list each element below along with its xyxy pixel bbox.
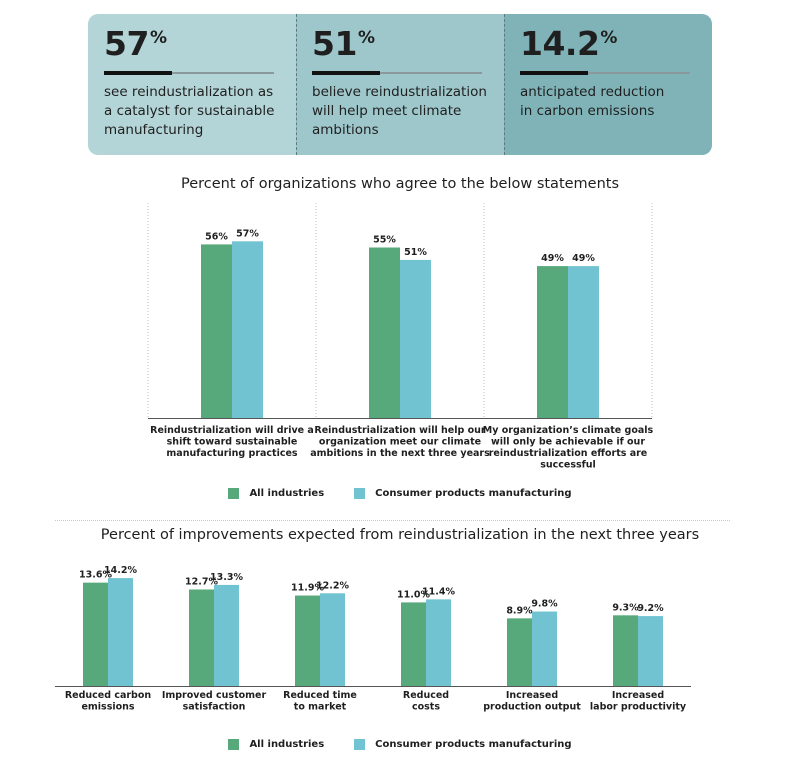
stat-card-carbon: 14.2% anticipated reduction in carbon em… — [504, 14, 712, 155]
category-label: Increased production output — [483, 690, 581, 713]
bar-consumer-products — [532, 611, 557, 686]
data-label: 49% — [541, 253, 564, 264]
stat-description: see reindustrialization as a catalyst fo… — [104, 84, 275, 138]
category-label-line: Reindustrialization will drive a — [150, 425, 314, 436]
bar-all-industries — [613, 615, 638, 686]
stat-divider — [504, 14, 505, 155]
data-label: 13.3% — [210, 572, 243, 583]
category-label-line: satisfaction — [183, 702, 246, 713]
legend-item-all: All industries — [228, 739, 324, 750]
category-label: Reduced time to market — [283, 690, 357, 713]
bar-consumer-products — [108, 578, 133, 686]
category-label-line: Increased — [612, 690, 664, 701]
legend-label-all: All industries — [249, 739, 325, 750]
bar-all-industries — [537, 266, 568, 418]
data-label: 11.4% — [422, 586, 455, 597]
category-label-line: Reindustrialization will help our — [314, 425, 485, 436]
chart1-title: Percent of organizations who agree to th… — [180, 176, 620, 192]
stat-card-catalyst: 57% see reindustrialization as a catalys… — [88, 14, 296, 155]
bar-consumer-products — [400, 259, 431, 418]
category-label-line: My organization’s climate goals — [483, 425, 654, 436]
bar-all-industries — [201, 244, 232, 418]
category-label-line: costs — [412, 702, 440, 713]
stat-value: 14.2% — [520, 24, 617, 63]
stat-value: 51% — [312, 24, 375, 63]
data-label: 49% — [572, 253, 595, 264]
data-label: 51% — [404, 247, 427, 258]
data-label: 11.9% — [291, 583, 324, 594]
bar-all-industries — [401, 602, 426, 686]
bar-all-industries — [295, 595, 320, 686]
category-label-line: Increased — [506, 690, 558, 701]
bar-consumer-products — [638, 616, 663, 686]
bar-consumer-products — [426, 599, 451, 686]
data-label: 9.3% — [612, 602, 639, 613]
category-label-line: reindustrialization efforts are — [489, 448, 648, 459]
stat-value: 57% — [104, 24, 167, 63]
chart2-legend: All industries Consumer products manufac… — [0, 739, 800, 750]
bar-consumer-products — [320, 593, 345, 686]
stat-description: anticipated reduction in carbon emission… — [520, 84, 665, 119]
category-label-line: emissions — [81, 702, 134, 713]
legend-swatch-consumer — [354, 488, 366, 499]
data-label: 8.9% — [506, 605, 533, 616]
data-label: 12.7% — [185, 576, 218, 587]
bar-consumer-products — [232, 241, 263, 418]
category-label-line: Reduced carbon — [65, 690, 152, 701]
data-label: 9.2% — [637, 603, 664, 614]
data-label: 56% — [205, 231, 228, 242]
category-label-line: labor productivity — [590, 702, 687, 713]
chart2-title: Percent of improvements expected from re… — [100, 527, 700, 543]
category-label-line: Reduced — [403, 690, 449, 701]
category-label-line: successful — [540, 460, 596, 471]
section-divider — [55, 520, 730, 521]
legend-swatch-all — [228, 739, 240, 750]
legend-swatch-all — [228, 488, 240, 499]
category-label: Reduced costs — [403, 690, 449, 713]
category-label: Reindustrialization will drive a shift to… — [150, 425, 314, 459]
category-label-line: ambitions in the next three years — [310, 448, 490, 459]
category-label-line: Reduced time — [283, 690, 357, 701]
data-label: 13.6% — [79, 570, 112, 581]
legend-item-consumer: Consumer products manufacturing — [354, 739, 572, 750]
data-label: 9.8% — [531, 599, 558, 610]
category-label: Improved customer satisfaction — [162, 690, 267, 713]
legend-label-consumer: Consumer products manufacturing — [375, 488, 572, 499]
bar-all-industries — [189, 589, 214, 686]
bar-consumer-products — [568, 266, 599, 418]
chart1-legend: All industries Consumer products manufac… — [0, 488, 800, 499]
legend-item-consumer: Consumer products manufacturing — [354, 488, 572, 499]
stat-divider — [296, 14, 297, 155]
legend-item-all: All industries — [228, 488, 324, 499]
bar-all-industries — [369, 247, 400, 418]
bar-consumer-products — [214, 584, 239, 686]
stat-card-climate: 51% believe reindustrialization will hel… — [296, 14, 504, 155]
category-label: My organization’s climate goals will only… — [483, 425, 654, 471]
data-label: 55% — [373, 235, 396, 246]
bar-all-industries — [507, 618, 532, 686]
category-label: Increased labor productivity — [590, 690, 687, 713]
category-label-line: organization meet our climate — [319, 437, 481, 448]
stat-description: believe reindustrialization will help me… — [312, 84, 487, 138]
legend-label-all: All industries — [249, 488, 325, 499]
data-label: 57% — [236, 228, 259, 239]
category-label-line: Improved customer — [162, 690, 267, 701]
category-label-line: shift toward sustainable — [167, 437, 298, 448]
category-label: Reindustrialization will help our organiz… — [310, 425, 490, 459]
data-label: 12.2% — [316, 580, 349, 591]
category-label-line: to market — [294, 702, 347, 713]
data-label: 14.2% — [104, 565, 137, 576]
legend-swatch-consumer — [354, 739, 366, 750]
stats-banner: 57% see reindustrialization as a catalys… — [88, 14, 712, 155]
category-label: Reduced carbon emissions — [65, 690, 152, 713]
category-label-line: production output — [483, 702, 581, 713]
legend-label-consumer: Consumer products manufacturing — [375, 739, 572, 750]
bar-all-industries — [83, 582, 108, 686]
data-label: 11.0% — [397, 589, 430, 600]
category-label-line: will only be achievable if our — [491, 437, 645, 448]
category-label-line: manufacturing practices — [166, 448, 298, 459]
